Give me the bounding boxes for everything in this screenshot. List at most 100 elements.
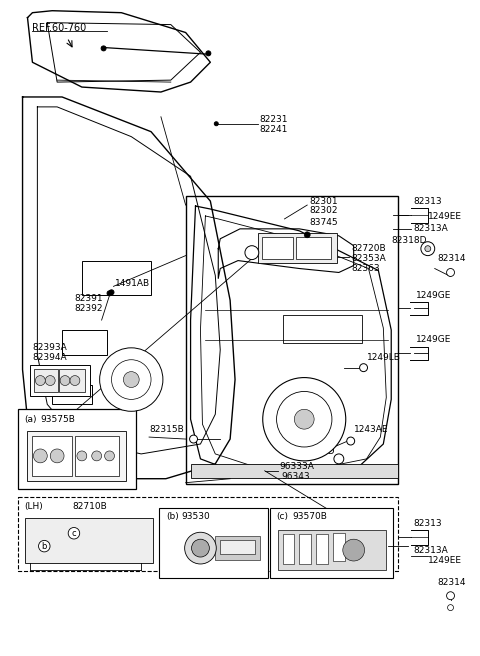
Circle shape (294, 409, 314, 429)
Text: (LH): (LH) (24, 502, 43, 511)
Bar (270, 508, 393, 578)
Text: 1249LB: 1249LB (367, 353, 400, 362)
Bar (30, 365, 90, 396)
Circle shape (60, 376, 70, 386)
Circle shape (123, 372, 139, 388)
Circle shape (45, 376, 55, 386)
Text: 82313A: 82313A (413, 224, 448, 234)
Circle shape (190, 435, 197, 443)
Circle shape (206, 51, 211, 56)
Bar (82, 260, 151, 295)
Text: 82394A: 82394A (33, 353, 67, 362)
Bar (283, 534, 294, 564)
Bar (18, 497, 398, 571)
Text: 82315B: 82315B (149, 424, 184, 434)
Circle shape (360, 363, 368, 372)
Text: 82363: 82363 (352, 264, 380, 273)
Bar (277, 530, 386, 570)
Circle shape (100, 348, 163, 411)
Circle shape (92, 451, 102, 461)
Text: 82241: 82241 (260, 125, 288, 134)
Text: 82318D: 82318D (391, 236, 427, 245)
Circle shape (34, 449, 47, 463)
Circle shape (107, 291, 112, 296)
Bar (296, 237, 331, 258)
Circle shape (111, 359, 151, 400)
Text: 82314: 82314 (438, 579, 466, 587)
Circle shape (446, 268, 455, 276)
Text: (c): (c) (276, 512, 288, 521)
Text: 82710B: 82710B (72, 502, 107, 511)
Circle shape (446, 592, 455, 600)
Bar (59, 369, 85, 392)
Circle shape (70, 376, 80, 386)
Bar (33, 436, 72, 476)
Text: 82391: 82391 (74, 294, 103, 303)
Circle shape (276, 392, 332, 447)
Circle shape (347, 437, 355, 445)
Bar (27, 431, 126, 481)
Text: 93570B: 93570B (292, 512, 327, 521)
Text: 82313A: 82313A (413, 546, 448, 554)
Text: 1243AE: 1243AE (354, 424, 388, 434)
Circle shape (36, 376, 45, 386)
Bar (52, 384, 92, 404)
Bar (216, 536, 260, 560)
Bar (18, 409, 136, 489)
Circle shape (109, 290, 114, 295)
Circle shape (245, 246, 259, 260)
Text: 82392: 82392 (74, 304, 102, 313)
Circle shape (334, 454, 344, 464)
Bar (191, 464, 398, 478)
Circle shape (101, 46, 106, 51)
Bar (220, 540, 255, 554)
Text: (a): (a) (24, 415, 37, 424)
Text: 82315D: 82315D (300, 447, 335, 457)
Text: 1249EE: 1249EE (428, 213, 462, 222)
Bar (333, 533, 345, 561)
Circle shape (185, 532, 216, 564)
Bar (75, 436, 120, 476)
Text: 83745: 83745 (309, 218, 338, 228)
Circle shape (263, 378, 346, 461)
Bar (159, 508, 268, 578)
Bar (24, 518, 153, 563)
Text: 1491AB: 1491AB (114, 279, 150, 288)
Text: 1249GE: 1249GE (416, 291, 451, 300)
Text: 82301: 82301 (309, 197, 338, 205)
Bar (186, 196, 398, 483)
Text: 93575B: 93575B (40, 415, 75, 424)
Text: b: b (42, 542, 47, 550)
Bar (262, 237, 293, 258)
Text: 82313: 82313 (413, 197, 442, 205)
Text: 82302: 82302 (309, 207, 338, 216)
Circle shape (214, 122, 218, 126)
Text: 96343: 96343 (281, 472, 310, 482)
Text: 1249EE: 1249EE (428, 556, 462, 565)
Text: 1249GE: 1249GE (416, 335, 451, 344)
Text: REF.60-760: REF.60-760 (33, 22, 87, 33)
Text: 93530: 93530 (182, 512, 210, 521)
Text: 82314: 82314 (438, 254, 466, 263)
Text: c: c (72, 529, 76, 538)
Circle shape (447, 605, 454, 611)
Text: 82231: 82231 (260, 115, 288, 124)
Bar (35, 369, 58, 392)
Bar (300, 534, 311, 564)
Circle shape (192, 539, 209, 557)
Circle shape (304, 232, 310, 237)
Text: a: a (247, 248, 251, 257)
Circle shape (105, 451, 114, 461)
Text: 82720B: 82720B (352, 244, 386, 253)
Bar (316, 534, 328, 564)
Bar (283, 315, 361, 343)
Circle shape (77, 451, 87, 461)
Text: 82393A: 82393A (33, 343, 67, 352)
Circle shape (421, 242, 435, 256)
Bar (258, 233, 337, 262)
Text: (b): (b) (166, 512, 179, 521)
Text: 96333A: 96333A (279, 462, 314, 471)
Text: 82313: 82313 (413, 519, 442, 528)
Circle shape (50, 449, 64, 463)
Circle shape (425, 246, 431, 252)
